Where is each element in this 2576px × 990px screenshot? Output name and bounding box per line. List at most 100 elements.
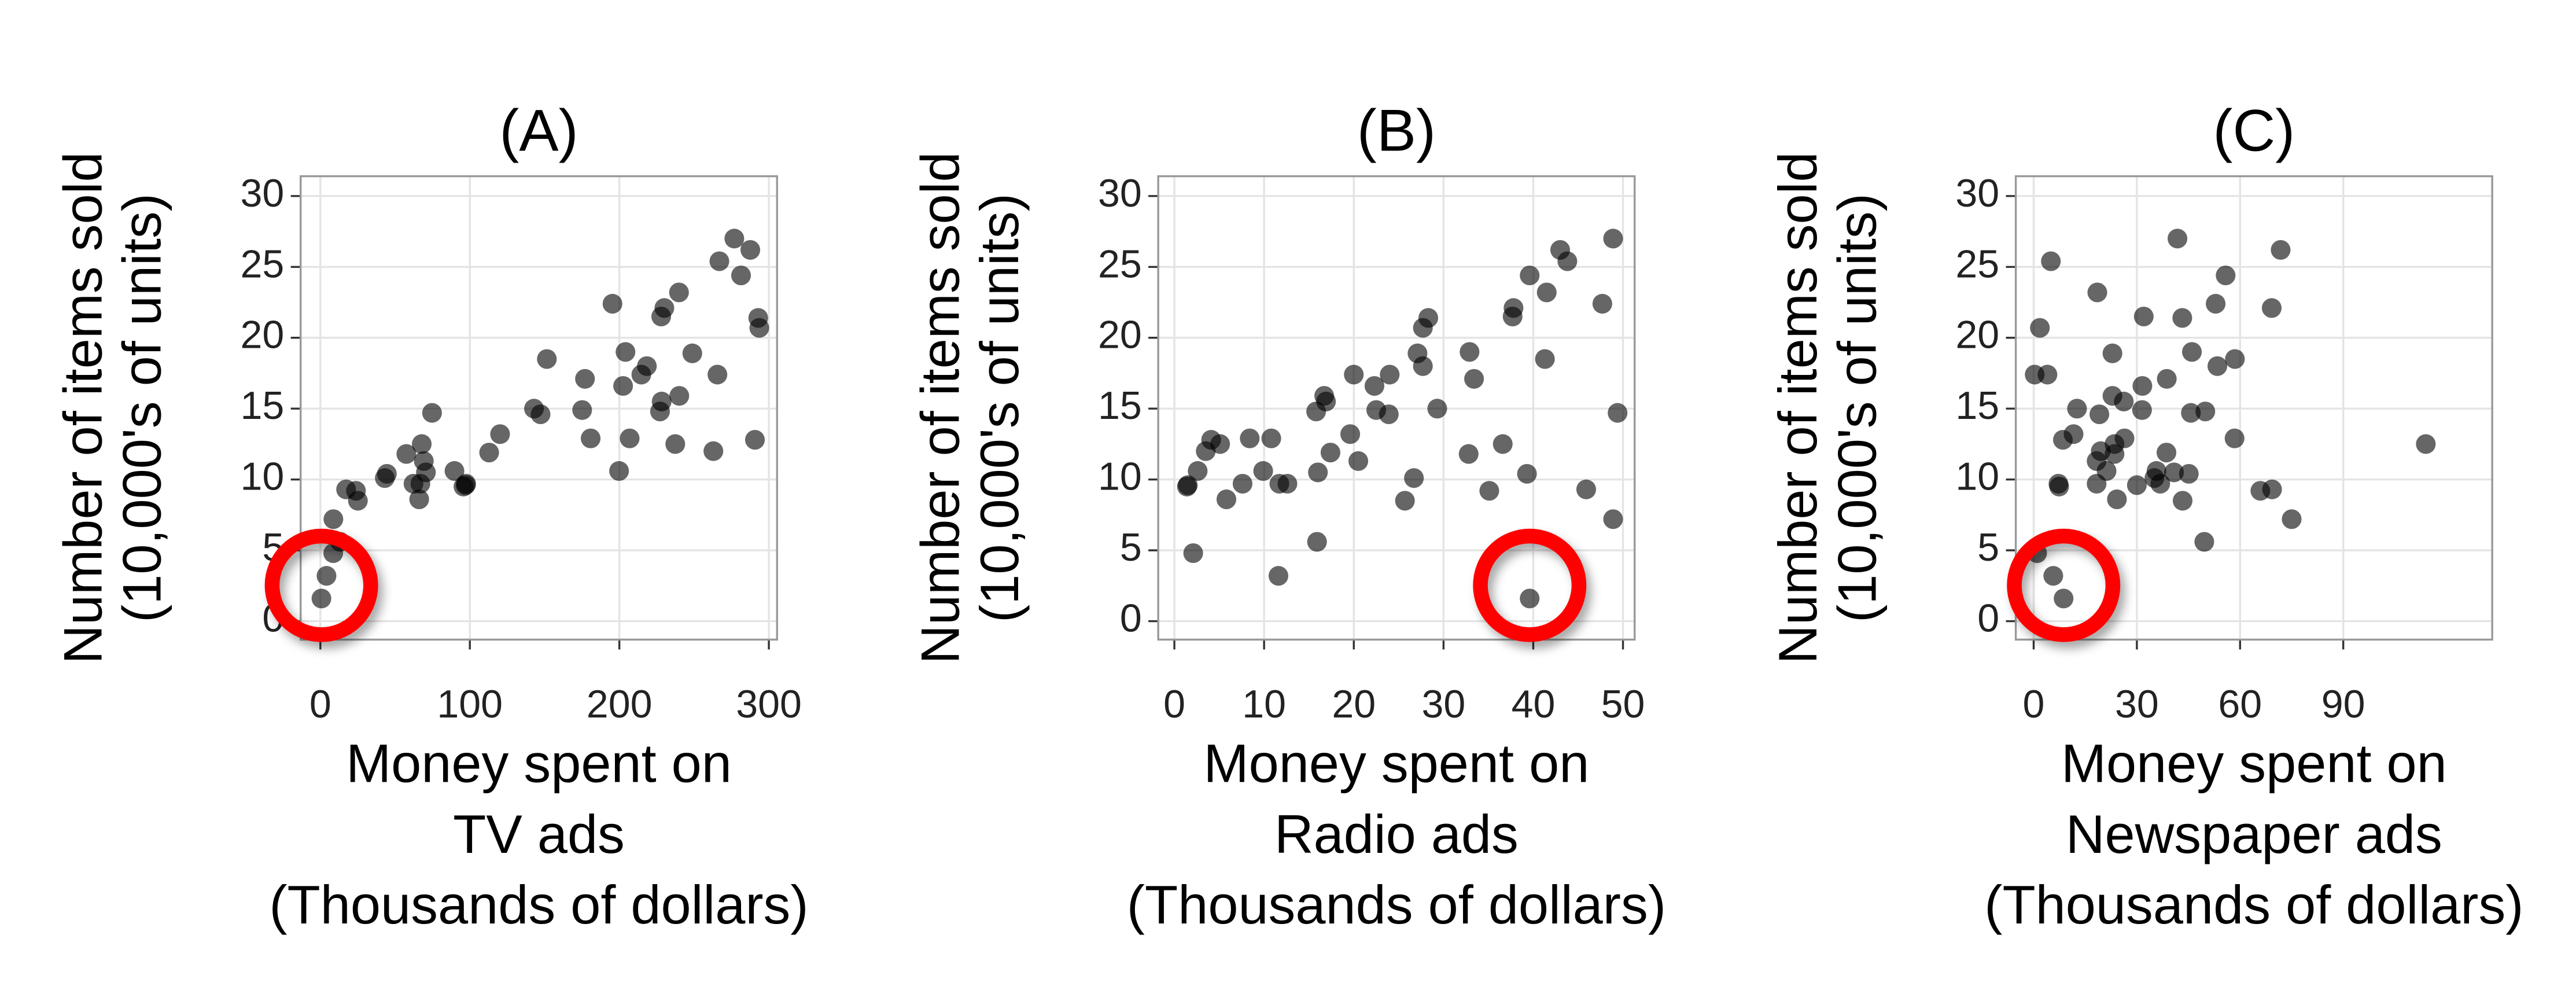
point [2216,265,2236,286]
point [316,566,337,586]
panel: 0 5 10 15 20 25 30 0 10 20 30 40 50 (B) Number of item… [910,97,1666,935]
y-tick-label: 20 [1098,313,1142,357]
point [669,282,689,303]
panel-title: (B) [1357,97,1436,164]
x-tick-label: 10 [1242,682,1286,726]
point [411,434,432,454]
y-tick-label: 30 [1955,171,1999,215]
point [637,356,657,376]
point [575,369,595,389]
point [1188,461,1208,481]
point [490,424,510,444]
point [1261,428,1281,448]
point [1240,428,1260,448]
point [620,428,640,448]
point [2133,306,2154,327]
point [2041,251,2061,271]
y-axis-label: Number of items sold [1767,152,1828,664]
y-axis-label: (10,000's of units) [1826,193,1887,623]
point [1269,473,1289,494]
point [375,468,395,488]
point [572,400,592,420]
point [1366,400,1387,420]
x-tick-label: 100 [437,682,503,726]
point [2168,229,2188,249]
x-tick-label: 30 [1421,682,1465,726]
point [2049,476,2069,496]
point [707,365,728,385]
y-tick-label: 10 [1098,455,1142,499]
point [1364,376,1384,396]
point [703,441,724,461]
point [602,293,622,314]
point [537,349,557,369]
x-axis-label: Money spent on [2061,733,2447,794]
y-axis-label: Number of items sold [52,152,113,664]
point [1458,444,1479,464]
y-tick-label: 15 [1955,384,1999,428]
point [2102,343,2122,363]
point [2107,489,2127,509]
point [2132,376,2153,396]
point [745,430,765,450]
point [669,386,690,406]
y-tick-label: 0 [1120,597,1142,641]
x-axis-label: (Thousands of dollars) [269,874,808,935]
x-axis-label: Money spent on [1204,733,1590,794]
x-axis-label: Money spent on [346,733,732,794]
point [2157,369,2177,389]
y-tick-label: 20 [1955,313,1999,357]
point [1502,306,1523,327]
point [731,265,751,286]
point [311,588,331,609]
point [2087,282,2107,303]
x-tick-label: 20 [1332,682,1376,726]
y-axis-label: Number of items sold [910,152,971,664]
point [1201,430,1221,450]
plot-border [300,175,778,641]
point [2030,318,2050,338]
point [651,306,672,327]
point [2164,462,2184,483]
point [1320,443,1340,463]
highlight-ring [2007,528,2121,642]
point [724,229,745,249]
point [2416,434,2436,454]
point [2114,428,2135,448]
point [2172,491,2193,511]
y-tick-label: 10 [241,455,285,499]
point [1216,489,1237,509]
y-tick-label: 25 [1098,242,1142,286]
y-tick-label: 15 [241,384,285,428]
point [422,403,442,423]
point [1404,468,1424,488]
point [1380,365,1400,385]
point [1407,343,1428,363]
x-tick-label: 300 [736,682,802,726]
y-axis-label: (10,000's of units) [969,193,1030,623]
point [524,399,544,419]
x-tick-label: 30 [2115,682,2159,726]
point [1344,365,1364,385]
point [1492,434,1513,454]
point [2102,386,2122,406]
point [1517,463,1537,484]
point [1253,461,1273,481]
panel: 0 5 10 15 20 25 30 0 30 60 90 (C) Number of items so… [1767,97,2523,935]
y-tick-label: 25 [1955,242,1999,286]
point [348,491,368,511]
x-tick-label: 60 [2218,682,2262,726]
y-tick-label: 5 [1977,525,1999,569]
point [1306,402,1326,422]
point [1603,509,1623,529]
point [1520,588,1540,609]
x-axis-label: TV ads [453,804,625,864]
point [1464,369,1484,389]
point [1340,424,1361,444]
y-tick-label: 30 [241,171,285,215]
point [609,461,629,481]
plot-border [2014,175,2493,641]
point [2089,404,2110,425]
